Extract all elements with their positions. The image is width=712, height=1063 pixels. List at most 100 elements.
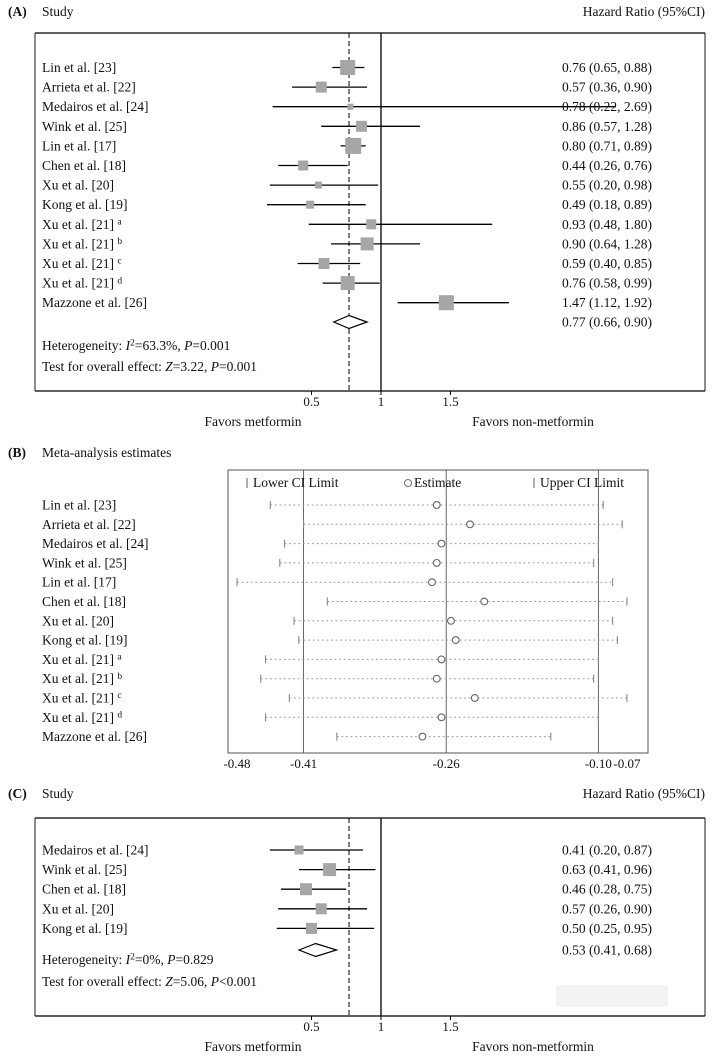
estimate-circle [418,732,427,741]
estimate-circle [437,539,446,548]
estimate-circle [447,616,455,625]
estimate-circle [437,655,446,664]
study-label: Chen et al. [18] [42,158,126,173]
weight-square [318,258,330,269]
hr-value: 0.50 (0.25, 0.95) [562,921,652,936]
study-label: Wink et al. [25] [42,555,127,570]
estimate-circle [432,674,441,683]
estimate-circle [470,694,479,702]
weight-square [314,181,322,189]
favors-right-label: Favors non-metformin [472,414,594,429]
axis-tick-label: 0.5 [303,1019,319,1034]
hr-value: 0.63 (0.41, 0.96) [562,862,652,877]
overall-hr-value: 0.77 (0.66, 0.90) [562,315,652,330]
study-label: Kong et al. [19] [42,921,127,936]
study-label: Mazzone et al. [26] [42,729,147,744]
weight-square [298,160,309,171]
hr-value: 0.78 (0.22, 2.69) [562,99,652,114]
forest-plot-panel-a: (A) Study Hazard Ratio (95%CI) Lin et al. [… [8,4,706,429]
weight-square [306,200,315,209]
weight-square [347,103,354,110]
legend-label: Lower CI Limit [253,475,339,490]
weight-square [360,237,374,251]
estimate-circle [466,520,474,529]
study-label: Xu et al. [21] c [42,256,122,271]
hr-value: 0.90 (0.64, 1.28) [562,236,652,251]
weight-square [306,922,317,934]
axis-tick-label: -0.26 [433,756,461,771]
axis-tick-label: 1.5 [442,1019,458,1034]
legend-label: Upper CI Limit [540,475,624,490]
study-label: Xu et al. [21] d [42,710,122,725]
hr-value: 0.76 (0.58, 0.99) [562,276,652,291]
axis-tick-label: -0.10 [585,756,612,771]
panel-title: Meta-analysis estimates [42,445,171,460]
weight-square [345,137,362,154]
hr-value: 0.80 (0.71, 0.89) [562,138,652,153]
study-label: Xu et al. [21] d [42,276,122,291]
plot-frame [227,469,649,754]
legend-label: Estimate [414,475,461,490]
study-label: Xu et al. [21] c [42,691,122,706]
study-label: Wink et al. [25] [42,862,127,877]
hr-value: 0.59 (0.40, 0.85) [562,256,652,271]
study-label: Chen et al. [18] [42,882,126,897]
axis-tick-label: -0.07 [613,756,641,771]
study-column-header: Study [42,786,74,801]
heterogeneity-text: Heterogeneity: I2=0%, P=0.829 [42,952,214,967]
study-label: Xu et al. [21] a [42,217,122,232]
axis-tick-label: -0.48 [223,756,250,771]
weight-square [356,120,368,132]
hr-value: 0.49 (0.18, 0.89) [562,197,652,212]
study-label: Chen et al. [18] [42,594,126,609]
study-label: Medairos et al. [24] [42,536,148,551]
study-label: Arrieta et al. [22] [42,80,136,95]
estimate-circle [480,597,489,606]
weight-square [438,295,454,311]
study-label: Mazzone et al. [26] [42,295,147,310]
axis-tick-label: -0.41 [290,756,317,771]
study-label: Xu et al. [21] b [42,236,122,251]
hr-value: 1.47 (1.12, 1.92) [562,295,652,310]
favors-right-label: Favors non-metformin [472,1039,594,1054]
panel-label: (B) [8,445,26,460]
estimate-circle [432,501,441,509]
study-label: Medairos et al. [24] [42,843,148,858]
hr-column-header: Hazard Ratio (95%CI) [583,786,705,801]
estimate-circle [451,636,460,645]
weight-square [340,276,355,291]
study-column-header: Study [42,4,74,19]
weight-square [366,219,377,230]
weight-square [315,81,327,93]
study-label: Xu et al. [20] [42,178,114,193]
hr-value: 0.44 (0.26, 0.76) [562,158,652,173]
estimate-circle [432,558,441,567]
study-label: Kong et al. [19] [42,197,127,212]
study-label: Medairos et al. [24] [42,99,148,114]
hr-value: 0.41 (0.20, 0.87) [562,843,652,858]
hr-value: 0.57 (0.36, 0.90) [562,80,652,95]
heterogeneity-text: Heterogeneity: I2=63.3%, P=0.001 [42,338,230,353]
axis-tick-label: 1.5 [442,394,458,409]
study-label: Xu et al. [21] b [42,671,122,686]
study-label: Xu et al. [20] [42,613,114,628]
pooled-diamond [332,314,369,330]
weight-square [294,845,304,855]
hr-column-header: Hazard Ratio (95%CI) [583,4,705,19]
influence-analysis-panel-b: (B) Meta-analysis estimates Lower CI Limit… [8,445,649,771]
weight-square [315,903,327,915]
hr-value: 0.86 (0.57, 1.28) [562,119,652,134]
study-label: Lin et al. [23] [42,60,116,75]
faded-watermark-box [556,985,668,1007]
pooled-diamond [297,942,339,958]
hr-value: 0.93 (0.48, 1.80) [562,217,652,232]
study-label: Wink et al. [25] [42,119,127,134]
hr-value: 0.76 (0.65, 0.88) [562,60,652,75]
study-label: Kong et al. [19] [42,633,127,648]
axis-tick-label: 1 [378,1019,385,1034]
favors-left-label: Favors metformin [204,414,301,429]
axis-tick-label: 0.5 [303,394,319,409]
hr-value: 0.55 (0.20, 0.98) [562,178,652,193]
forest-plot-panel-c: (C) Study Hazard Ratio (95%CI) Medairos et … [8,786,706,1054]
